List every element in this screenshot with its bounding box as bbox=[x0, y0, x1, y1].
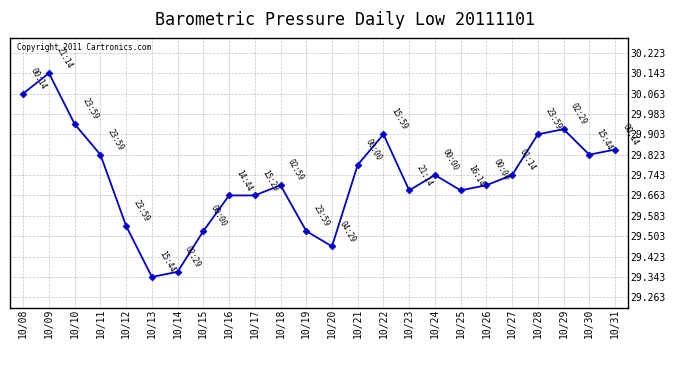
Text: 02:29: 02:29 bbox=[569, 102, 589, 126]
Text: 00:14: 00:14 bbox=[29, 66, 48, 91]
Text: 00:00: 00:00 bbox=[363, 138, 383, 162]
Text: Barometric Pressure Daily Low 20111101: Barometric Pressure Daily Low 20111101 bbox=[155, 11, 535, 29]
Text: Copyright 2011 Cartronics.com: Copyright 2011 Cartronics.com bbox=[17, 43, 150, 52]
Text: 21:14: 21:14 bbox=[415, 163, 434, 188]
Text: 00:00: 00:00 bbox=[492, 158, 511, 183]
Text: 23:59: 23:59 bbox=[132, 199, 151, 223]
Text: 15:44: 15:44 bbox=[595, 128, 614, 152]
Text: 23:59: 23:59 bbox=[312, 204, 331, 228]
Text: 04:29: 04:29 bbox=[337, 219, 357, 244]
Text: 02:59: 02:59 bbox=[286, 158, 306, 183]
Text: 23:59: 23:59 bbox=[80, 97, 99, 122]
Text: 21:14: 21:14 bbox=[55, 46, 74, 70]
Text: 00:14: 00:14 bbox=[620, 122, 640, 147]
Text: 00:00: 00:00 bbox=[209, 204, 228, 228]
Text: 14:44: 14:44 bbox=[235, 168, 254, 193]
Text: 23:59: 23:59 bbox=[106, 128, 126, 152]
Text: 02:29: 02:29 bbox=[183, 244, 203, 269]
Text: 15:44: 15:44 bbox=[157, 250, 177, 274]
Text: 16:14: 16:14 bbox=[466, 163, 486, 188]
Text: 23:59: 23:59 bbox=[544, 107, 563, 132]
Text: 15:59: 15:59 bbox=[389, 107, 408, 132]
Text: 15:29: 15:29 bbox=[260, 168, 279, 193]
Text: 00:00: 00:00 bbox=[440, 148, 460, 172]
Text: 01:14: 01:14 bbox=[518, 148, 537, 172]
